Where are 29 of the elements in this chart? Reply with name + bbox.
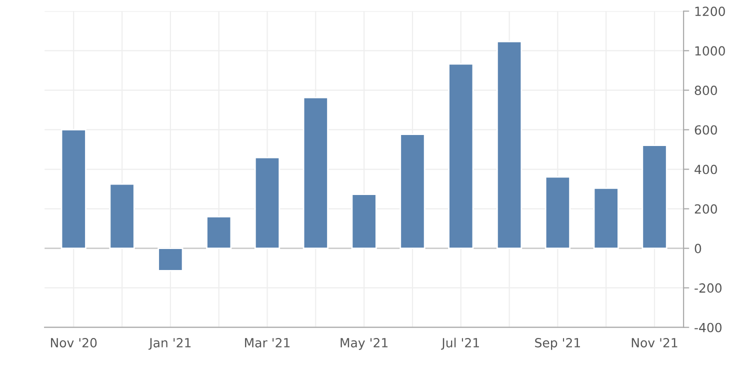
y-tick-label: 600	[694, 125, 718, 135]
bar	[593, 188, 619, 250]
x-tick-label: Mar '21	[245, 338, 290, 348]
bar	[60, 129, 86, 250]
y-tick-label: 800	[694, 86, 718, 96]
x-tick-label: Jan '21	[148, 338, 191, 350]
bar	[206, 216, 232, 250]
bar	[158, 248, 184, 272]
bar	[544, 176, 570, 250]
x-tick-label: Nov '21	[632, 338, 678, 348]
bar	[496, 40, 522, 250]
bar	[302, 96, 328, 250]
y-tick-label: 1000	[695, 46, 725, 56]
y-tick-label: 400	[694, 164, 718, 174]
y-tick-label: -200	[694, 283, 722, 293]
bar	[351, 194, 377, 250]
y-tick-label: 1200	[695, 6, 725, 16]
bar	[642, 144, 668, 250]
bar	[448, 63, 474, 250]
bar	[254, 156, 280, 250]
x-tick-label: Jul '21	[441, 338, 479, 350]
y-tick-label: 0	[694, 244, 702, 254]
x-tick-label: Nov '20	[50, 338, 97, 348]
bar	[109, 183, 135, 250]
x-tick-label: May '21	[340, 338, 388, 350]
x-tick-label: Sep '21	[535, 338, 580, 350]
bar	[400, 134, 426, 250]
y-tick-label: -400	[694, 322, 722, 332]
y-tick-label: 200	[694, 204, 718, 214]
